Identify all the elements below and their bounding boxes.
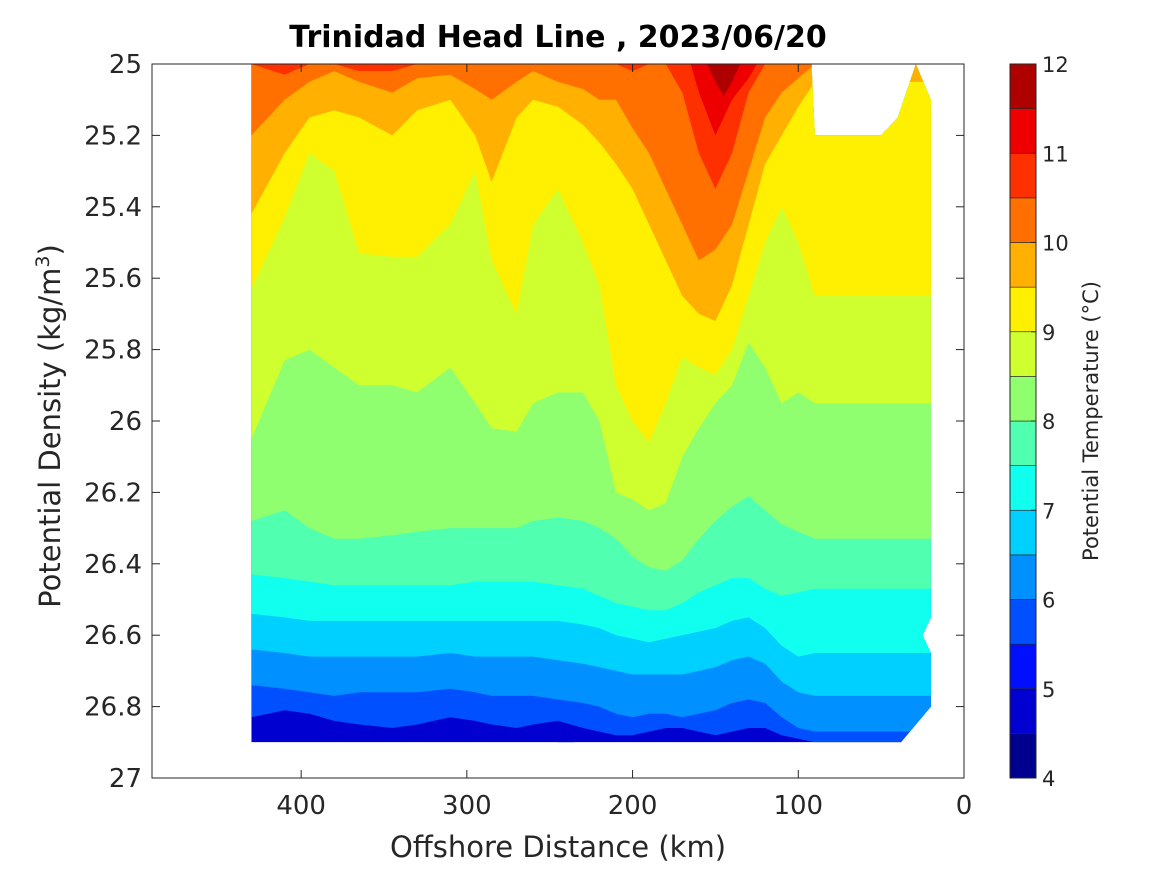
x-axis-ticks: 400 300 200 100 0 [276, 64, 972, 821]
colorbar-label: Potential Temperature (°C) [1079, 281, 1103, 561]
colorbar-block [1009, 331, 1037, 377]
y-tick-label: 26.2 [84, 478, 142, 508]
y-axis-ticks: 25 25.2 25.4 25.6 25.8 26 26.2 26.4 26.6 26.8 27 [84, 50, 964, 794]
temperature-bands [251, 64, 931, 774]
colorbar-tick-label: 7 [1042, 499, 1055, 523]
y-axis-label-superscript: 3 [32, 255, 54, 267]
x-tick-label: 200 [608, 791, 658, 821]
temperature-band-4.5 [558, 742, 575, 774]
colorbar-block [1009, 554, 1037, 600]
colorbar-tick-label: 9 [1042, 321, 1055, 345]
y-axis-label: Potential Density (kg/m3) [32, 244, 67, 608]
colorbar-block [1009, 152, 1037, 199]
plot-area [251, 64, 931, 774]
colorbar-tick-label: 11 [1042, 142, 1069, 166]
colorbar-block [1009, 688, 1037, 734]
y-axis-label-suffix: ) [33, 244, 67, 255]
colorbar-block [1009, 376, 1037, 422]
y-tick-label: 25.4 [84, 193, 142, 223]
x-tick-label: 400 [276, 791, 326, 821]
colorbar: 4 5 6 7 8 9 10 11 12 Potential Temperature (°C) [1009, 53, 1103, 791]
y-tick-label: 25 [109, 50, 142, 80]
colorbar-tick-label: 8 [1042, 410, 1055, 434]
y-axis-label-prefix: Potential Density (kg/m [33, 268, 67, 608]
colorbar-block [1009, 63, 1037, 109]
y-tick-label: 25.6 [84, 264, 142, 294]
y-tick-label: 26.4 [84, 550, 142, 580]
colorbar-block [1009, 420, 1037, 466]
x-tick-label: 300 [442, 791, 492, 821]
colorbar-tick-label: 4 [1042, 767, 1055, 791]
y-tick-label: 25.8 [84, 336, 142, 366]
colorbar-block [1009, 197, 1037, 243]
colorbar-block [1009, 643, 1037, 690]
colorbar-block [1009, 242, 1037, 288]
colorbar-block [1009, 733, 1037, 779]
colorbar-block [1009, 286, 1037, 333]
chart-title: Trinidad Head Line , 2023/06/20 [289, 20, 826, 55]
colorbar-tick-label: 5 [1042, 678, 1055, 702]
y-tick-label: 26 [109, 407, 142, 437]
colorbar-block [1009, 108, 1037, 154]
y-tick-label: 26.8 [84, 693, 142, 723]
colorbar-block [1009, 599, 1037, 645]
y-tick-label: 27 [109, 764, 142, 794]
y-tick-label: 25.2 [84, 121, 142, 151]
colorbar-ticks: 4 5 6 7 8 9 10 11 12 [1031, 53, 1069, 791]
colorbar-tick-label: 6 [1042, 589, 1055, 613]
y-tick-label: 26.6 [84, 621, 142, 651]
temperature-band-10 [251, 64, 931, 261]
colorbar-tick-label: 12 [1042, 53, 1069, 77]
temperature-band-11.5 [677, 64, 861, 97]
colorbar-block [1009, 465, 1037, 511]
colorbar-block [1009, 509, 1037, 556]
colorbar-tick-label: 10 [1042, 232, 1069, 256]
x-tick-label: 0 [956, 791, 973, 821]
x-axis-label: Offshore Distance (km) [390, 830, 726, 864]
x-tick-label: 100 [773, 791, 823, 821]
